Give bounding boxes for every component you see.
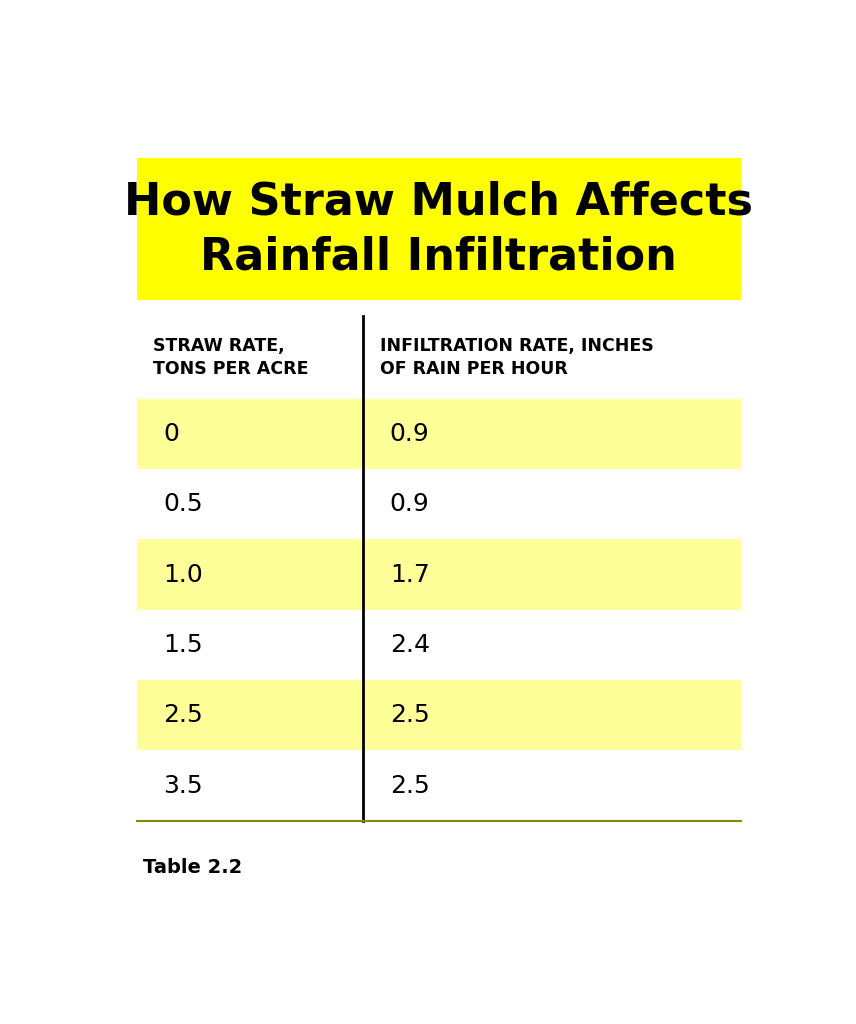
Text: INFILTRATION RATE, INCHES
OF RAIN PER HOUR: INFILTRATION RATE, INCHES OF RAIN PER HO…: [380, 337, 654, 378]
Bar: [137, 680, 740, 751]
Text: 2.5: 2.5: [389, 773, 430, 798]
Text: 2.5: 2.5: [163, 703, 203, 727]
Text: 3.5: 3.5: [163, 773, 203, 798]
Bar: [137, 609, 740, 680]
Text: Table 2.2: Table 2.2: [144, 858, 243, 878]
Text: 0.5: 0.5: [163, 493, 203, 516]
Text: 1.0: 1.0: [163, 562, 203, 587]
Text: STRAW RATE,
TONS PER ACRE: STRAW RATE, TONS PER ACRE: [153, 337, 309, 378]
Bar: [137, 159, 740, 300]
Text: 0: 0: [163, 422, 179, 446]
Text: 0.9: 0.9: [389, 422, 430, 446]
Text: 1.7: 1.7: [389, 562, 430, 587]
Bar: [137, 751, 740, 820]
Bar: [137, 469, 740, 540]
Text: 2.5: 2.5: [389, 703, 430, 727]
Bar: [137, 399, 740, 469]
Text: 1.5: 1.5: [163, 633, 203, 657]
Text: 2.4: 2.4: [389, 633, 430, 657]
Text: 0.9: 0.9: [389, 493, 430, 516]
Text: How Straw Mulch Affects
Rainfall Infiltration: How Straw Mulch Affects Rainfall Infiltr…: [124, 180, 753, 279]
Bar: [137, 540, 740, 609]
